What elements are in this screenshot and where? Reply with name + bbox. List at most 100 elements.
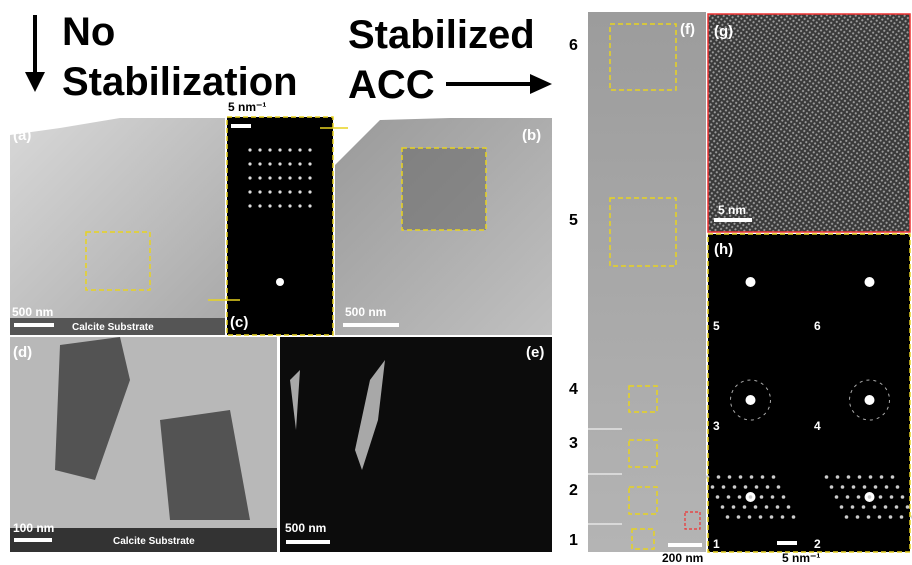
- spot: [248, 148, 251, 151]
- spot: [739, 475, 743, 479]
- panel-f-image: [588, 12, 706, 552]
- central-spot: [746, 395, 756, 405]
- caption: Calcite Substrate: [72, 322, 154, 333]
- spot: [733, 485, 737, 489]
- spot: [787, 505, 791, 509]
- spot: [884, 505, 888, 509]
- spot: [869, 475, 873, 479]
- spot: [308, 176, 311, 179]
- scale-label: 5 nm⁻¹: [228, 100, 266, 114]
- spot: [278, 148, 281, 151]
- panel-e-image: [280, 337, 552, 552]
- scale-bar: [343, 323, 399, 327]
- spot: [268, 162, 271, 165]
- spot: [298, 148, 301, 151]
- spot: [288, 176, 291, 179]
- spot: [862, 505, 866, 509]
- spot: [765, 505, 769, 509]
- panel-a-image: [10, 118, 225, 335]
- region-number: 2: [569, 482, 578, 499]
- spot: [248, 190, 251, 193]
- spot: [248, 204, 251, 207]
- spot: [857, 495, 861, 499]
- spot: [744, 485, 748, 489]
- spot: [863, 485, 867, 489]
- spot: [825, 475, 829, 479]
- panel-label: (c): [230, 314, 248, 331]
- spot: [889, 515, 893, 519]
- scale-label: 100 nm: [13, 521, 54, 535]
- spot: [880, 475, 884, 479]
- spot: [248, 162, 251, 165]
- spot: [298, 162, 301, 165]
- panel-label: (a): [13, 127, 31, 144]
- spot: [750, 475, 754, 479]
- region-number: 1: [569, 532, 578, 549]
- title: Stabilized: [348, 13, 535, 57]
- spot: [258, 190, 261, 193]
- spot: [716, 495, 720, 499]
- spot: [288, 204, 291, 207]
- spot: [896, 485, 900, 489]
- spot: [760, 495, 764, 499]
- body: No Stabilization Stabilized ACC (a) 500 …: [0, 0, 912, 565]
- spot: [268, 148, 271, 151]
- pattern-label: 3: [713, 419, 720, 433]
- spot: [890, 495, 894, 499]
- spot: [841, 485, 845, 489]
- spot: [308, 190, 311, 193]
- spot: [770, 515, 774, 519]
- spot: [845, 515, 849, 519]
- spot: [726, 515, 730, 519]
- spot: [258, 204, 261, 207]
- spot: [792, 515, 796, 519]
- scale-label: 500 nm: [345, 305, 386, 319]
- spot: [867, 515, 871, 519]
- central-spot: [865, 395, 875, 405]
- pattern-label: 6: [814, 319, 821, 333]
- spot: [268, 190, 271, 193]
- scale-label: 200 nm: [662, 551, 703, 565]
- spot: [308, 148, 311, 151]
- scale-bar: [777, 541, 797, 545]
- arrow-head: [530, 74, 552, 94]
- spot: [781, 515, 785, 519]
- figure: No Stabilization Stabilized ACC (a) 500 …: [0, 0, 912, 565]
- spot: [258, 176, 261, 179]
- spot: [906, 505, 910, 509]
- title: ACC: [348, 63, 435, 107]
- spot: [717, 475, 721, 479]
- scale-label: 5 nm: [718, 203, 746, 217]
- spot: [777, 485, 781, 489]
- panel-label: (d): [13, 344, 32, 361]
- spot: [856, 515, 860, 519]
- spot: [761, 475, 765, 479]
- pattern-label: 4: [814, 419, 821, 433]
- panel-label: (h): [714, 241, 733, 258]
- panel-g-image: [708, 14, 910, 232]
- spot: [308, 204, 311, 207]
- scale-label: 5 nm⁻¹: [782, 551, 820, 565]
- scale-bar: [714, 218, 752, 222]
- pattern-label: 1: [713, 537, 720, 551]
- spot: [759, 515, 763, 519]
- scale-label: 500 nm: [285, 521, 326, 535]
- scale-bar: [14, 538, 52, 542]
- spot: [879, 495, 883, 499]
- spot: [743, 505, 747, 509]
- spot: [258, 162, 261, 165]
- pattern-label: 5: [713, 319, 720, 333]
- spot: [298, 204, 301, 207]
- spot: [276, 278, 284, 286]
- spot: [308, 162, 311, 165]
- central-spot: [865, 277, 875, 287]
- spot: [722, 485, 726, 489]
- spot: [749, 495, 753, 499]
- region-number: 6: [569, 37, 578, 54]
- spot: [278, 162, 281, 165]
- page: {"header":{"left_line1":"No","left_line2…: [0, 0, 912, 565]
- spot: [847, 475, 851, 479]
- spot: [900, 515, 904, 519]
- pattern-label: 2: [814, 537, 821, 551]
- spot: [727, 495, 731, 499]
